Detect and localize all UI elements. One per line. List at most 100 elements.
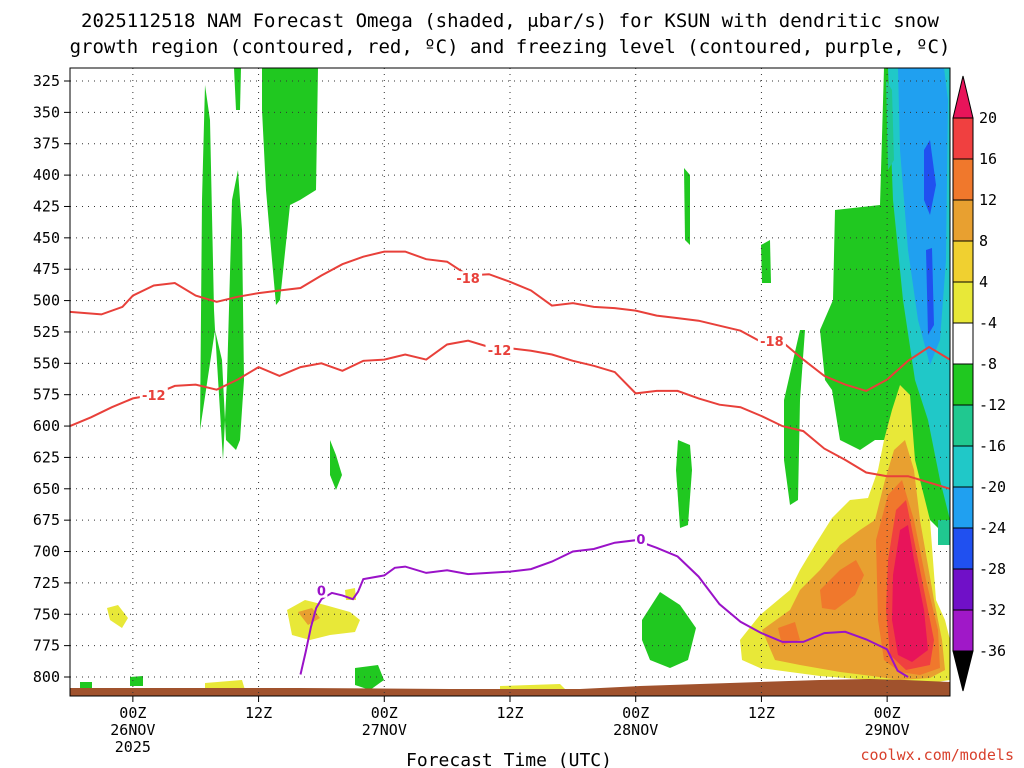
y-tick-label: 550 <box>33 354 60 372</box>
colorbar-swatch <box>952 322 974 365</box>
colorbar-tick-label: 20 <box>979 109 997 127</box>
omega-shade-neg4-region <box>761 240 771 283</box>
colorbar-swatch <box>952 363 974 406</box>
y-tick-label: 325 <box>33 72 60 90</box>
colorbar-swatch <box>952 240 974 283</box>
dgz-minus18-contour <box>69 250 951 392</box>
omega-shade-neg4-region <box>234 68 241 110</box>
omega-shade-neg4-region <box>355 665 384 690</box>
colorbar-tick-label: 12 <box>979 191 997 209</box>
x-tick-label: 12Z <box>245 704 272 722</box>
colorbar-tick-label: -36 <box>979 642 1006 660</box>
colorbar: 20 16 12 8 4 -4 -8 -12 -16 -20 -24 -28 -32 -36 <box>952 75 1006 692</box>
omega-shade-neg4-region <box>676 440 692 528</box>
contour-label: 0 <box>317 585 326 600</box>
y-tick-label: 625 <box>33 448 60 466</box>
chart-title-line1: 2025112518 NAM Forecast Omega (shaded, μ… <box>81 10 939 32</box>
freezing-level-contour <box>299 539 909 678</box>
y-tick-label: 500 <box>33 292 60 310</box>
y-tick-label: 425 <box>33 197 60 215</box>
contour-label-bg <box>757 333 786 348</box>
x-tick-date: 29NOV <box>865 721 910 739</box>
colorbar-swatch <box>952 445 974 488</box>
omega-shade-neg4-region <box>642 592 696 668</box>
omega-shade-pos12-region <box>820 560 864 610</box>
y-tick-label: 600 <box>33 417 60 435</box>
y-tick-label: 575 <box>33 386 60 404</box>
y-tick-label: 725 <box>33 574 60 592</box>
omega-shading-layer <box>70 68 950 696</box>
colorbar-tick-label: 8 <box>979 232 988 250</box>
x-tick-date: 27NOV <box>362 721 407 739</box>
colorbar-swatch <box>952 527 974 570</box>
y-tick-label: 700 <box>33 543 60 561</box>
y-tick-label: 375 <box>33 135 60 153</box>
omega-shade-neg4-region <box>330 440 342 490</box>
colorbar-tick-label: -16 <box>979 437 1006 455</box>
colorbar-tick-label: -12 <box>979 396 1006 414</box>
contour-label-bg <box>315 583 328 598</box>
y-tick-label: 350 <box>33 103 60 121</box>
x-tick-label: 00Z <box>874 704 901 722</box>
omega-shade-neg16-region <box>898 68 948 365</box>
x-tick-label: 00Z <box>371 704 398 722</box>
y-tick-label: 800 <box>33 668 60 686</box>
omega-shade-neg20-region <box>924 140 936 215</box>
contour-label-bg <box>634 532 647 547</box>
x-tick-label: 12Z <box>496 704 523 722</box>
y-tick-label: 650 <box>33 480 60 498</box>
colorbar-swatch <box>952 281 974 324</box>
omega-shade-neg8-region <box>886 80 894 170</box>
colorbar-tick-label: -24 <box>979 519 1006 537</box>
colorbar-swatch <box>952 609 974 652</box>
omega-shade-pos4-region <box>205 680 245 690</box>
colorbar-swatch <box>952 199 974 242</box>
colorbar-tick-label: -32 <box>979 601 1006 619</box>
x-tick-year: 2025 <box>115 738 151 756</box>
contour-label: -18 <box>760 335 784 350</box>
colorbar-tick-label: -4 <box>979 314 997 332</box>
colorbar-swatch <box>952 404 974 447</box>
x-tick-label: 00Z <box>622 704 649 722</box>
omega-shade-neg4-region <box>262 68 318 305</box>
contour-label-bg <box>139 387 168 402</box>
omega-shade-neg20-region <box>926 248 934 335</box>
contour-label: 0 <box>636 533 645 548</box>
omega-shade-neg4-region <box>684 168 690 245</box>
contour-label-bg <box>485 342 514 357</box>
omega-shade-neg4-region <box>130 676 143 686</box>
y-tick-label: 475 <box>33 260 60 278</box>
colorbar-swatch <box>952 486 974 529</box>
contour-label: -18 <box>456 272 480 287</box>
y-tick-label: 400 <box>33 166 60 184</box>
colorbar-tick-label: -20 <box>979 478 1006 496</box>
x-tick-date: 28NOV <box>613 721 658 739</box>
omega-shade-neg4-region <box>200 85 244 460</box>
omega-shade-pos20-region <box>892 525 928 662</box>
contour-label: -12 <box>142 389 166 404</box>
chart-title-line2: growth region (contoured, red, ºC) and f… <box>70 36 951 58</box>
x-tick-date: 26NOV <box>110 721 155 739</box>
contour-label-bg <box>454 271 483 286</box>
contour-labels-layer: -12 -18 -12 -18 0 0 <box>139 271 786 600</box>
omega-shade-neg8-region <box>938 520 950 545</box>
omega-shade-pos4-region <box>500 684 566 690</box>
colorbar-swatch <box>952 158 974 201</box>
credit-text: coolwx.com/models <box>860 746 1014 764</box>
omega-shade-pos12-region <box>778 622 800 645</box>
y-tick-label: 750 <box>33 605 60 623</box>
x-tick-label: 00Z <box>119 704 146 722</box>
colorbar-top-arrow <box>952 75 974 119</box>
y-tick-label: 675 <box>33 511 60 529</box>
terrain-fill <box>70 679 950 696</box>
contour-label: -12 <box>488 344 512 359</box>
colorbar-swatch <box>952 568 974 611</box>
colorbar-tick-label: -8 <box>979 355 997 373</box>
colorbar-bottom-arrow <box>952 650 974 692</box>
y-tick-label: 450 <box>33 229 60 247</box>
x-tick-label: 12Z <box>748 704 775 722</box>
colorbar-tick-label: -28 <box>979 560 1006 578</box>
colorbar-tick-label: 4 <box>979 273 988 291</box>
